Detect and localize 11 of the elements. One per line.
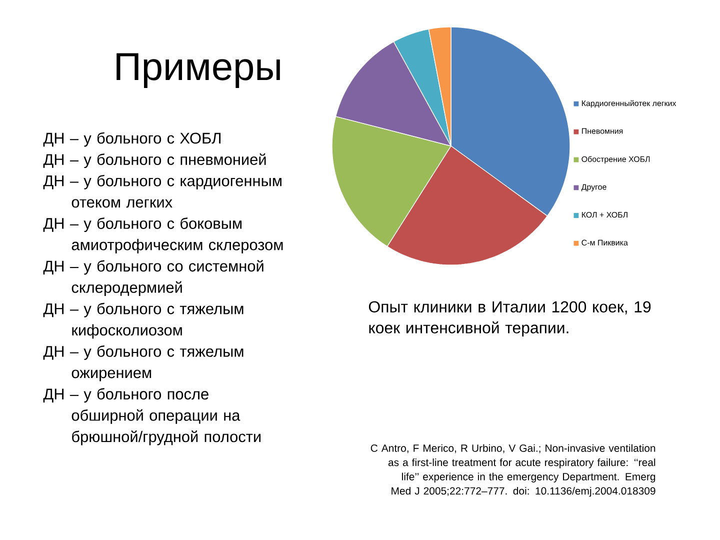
text: ДН – у больного с тяжелым кифосколиозом (43, 302, 244, 339)
text: ДН – у больного после обширной операции на брюшной/грудной полости (43, 388, 260, 446)
text: ДН – у больного с кардиогенным отеком легких (43, 174, 282, 208)
text: ДН – у больного с ХОБЛ (43, 132, 221, 147)
text: ДН – у больного с тяжелым ожирением (43, 345, 244, 382)
text: ДН – у больного со системной склеродермией (43, 260, 264, 296)
text: ДН – у больного с пневмонией (43, 153, 266, 168)
text: Примеры (116, 53, 280, 88)
text: C Antro, F Merico, R Urbino, V Gai.; Non-invasive ventilation as a first-line treatment for acute respiratory failure: ‘‘real life’’ experience in the emergency Department. Emerg Med J 2005;22:772–777. doi: 10.1136/emj.2004.018309 (370, 444, 656, 497)
text: ДН – у больного с боковым амиотрофическим склерозом (43, 217, 283, 254)
text: Опыт клиники в Италии 1200 коек, 19 коек интенсивной терапии. (368, 301, 651, 337)
